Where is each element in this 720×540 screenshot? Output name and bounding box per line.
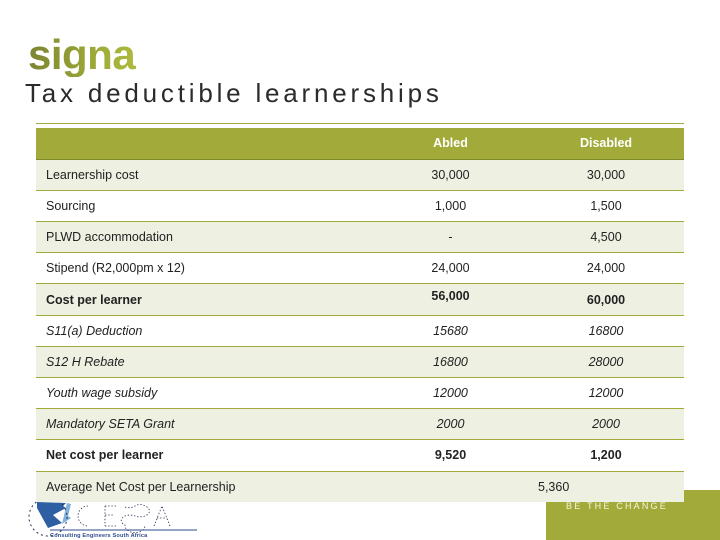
svg-text:Consulting Engineers South Afr: Consulting Engineers South Africa [50,533,148,539]
